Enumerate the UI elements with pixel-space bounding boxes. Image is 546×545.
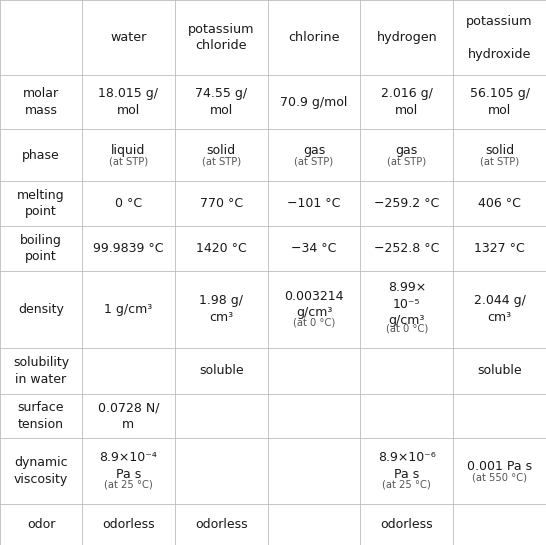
Text: soluble: soluble (477, 364, 522, 377)
Text: surface
tension: surface tension (17, 401, 64, 431)
Text: (at 0 °C): (at 0 °C) (293, 317, 335, 327)
Text: (at STP): (at STP) (387, 157, 426, 167)
Text: (at 25 °C): (at 25 °C) (104, 479, 153, 489)
Text: density: density (18, 302, 64, 316)
Text: −34 °C: −34 °C (291, 242, 337, 255)
Text: 770 °C: 770 °C (200, 197, 242, 210)
Text: 8.99×
10⁻⁵
g/cm³: 8.99× 10⁻⁵ g/cm³ (388, 281, 426, 328)
Text: 1.98 g/
cm³: 1.98 g/ cm³ (199, 294, 243, 324)
Text: solid: solid (485, 144, 514, 157)
Text: 56.105 g/
mol: 56.105 g/ mol (470, 87, 530, 117)
Text: melting
point: melting point (17, 189, 65, 219)
Text: 1 g/cm³: 1 g/cm³ (104, 302, 152, 316)
Text: 1420 °C: 1420 °C (196, 242, 246, 255)
Text: gas: gas (396, 144, 418, 157)
Text: −101 °C: −101 °C (287, 197, 341, 210)
Text: 1327 °C: 1327 °C (474, 242, 525, 255)
Text: potassium
chloride: potassium chloride (188, 23, 254, 52)
Text: gas: gas (303, 144, 325, 157)
Text: phase: phase (22, 149, 60, 162)
Text: 406 °C: 406 °C (478, 197, 521, 210)
Text: (at STP): (at STP) (109, 157, 148, 167)
Text: odorless: odorless (381, 518, 433, 531)
Text: 2.016 g/
mol: 2.016 g/ mol (381, 87, 433, 117)
Text: 8.9×10⁻⁴
Pa s: 8.9×10⁻⁴ Pa s (99, 451, 157, 481)
Text: liquid: liquid (111, 144, 145, 157)
Text: solubility
in water: solubility in water (13, 356, 69, 385)
Text: dynamic
viscosity: dynamic viscosity (14, 456, 68, 486)
Text: 0.0728 N/
m: 0.0728 N/ m (98, 401, 159, 431)
Text: hydrogen: hydrogen (376, 31, 437, 44)
Text: soluble: soluble (199, 364, 244, 377)
Text: 74.55 g/
mol: 74.55 g/ mol (195, 87, 247, 117)
Text: −252.8 °C: −252.8 °C (374, 242, 440, 255)
Text: odorless: odorless (102, 518, 155, 531)
Text: 2.044 g/
cm³: 2.044 g/ cm³ (473, 294, 526, 324)
Text: water: water (110, 31, 146, 44)
Text: 8.9×10⁻⁶
Pa s: 8.9×10⁻⁶ Pa s (378, 451, 436, 481)
Text: (at 0 °C): (at 0 °C) (385, 324, 428, 334)
Text: molar
mass: molar mass (23, 87, 59, 117)
Text: 99.9839 °C: 99.9839 °C (93, 242, 164, 255)
Text: 0 °C: 0 °C (115, 197, 142, 210)
Text: 0.003214
g/cm³: 0.003214 g/cm³ (284, 289, 343, 319)
Text: (at STP): (at STP) (294, 157, 334, 167)
Text: chlorine: chlorine (288, 31, 340, 44)
Text: 0.001 Pa s: 0.001 Pa s (467, 459, 532, 473)
Text: 18.015 g/
mol: 18.015 g/ mol (98, 87, 158, 117)
Text: (at STP): (at STP) (201, 157, 241, 167)
Text: odorless: odorless (195, 518, 247, 531)
Text: 70.9 g/mol: 70.9 g/mol (280, 96, 348, 108)
Text: odor: odor (27, 518, 55, 531)
Text: solid: solid (206, 144, 236, 157)
Text: potassium

hydroxide: potassium hydroxide (466, 15, 533, 60)
Text: boiling
point: boiling point (20, 233, 62, 263)
Text: (at 25 °C): (at 25 °C) (382, 479, 431, 489)
Text: (at STP): (at STP) (480, 157, 519, 167)
Text: −259.2 °C: −259.2 °C (374, 197, 440, 210)
Text: (at 550 °C): (at 550 °C) (472, 473, 527, 482)
